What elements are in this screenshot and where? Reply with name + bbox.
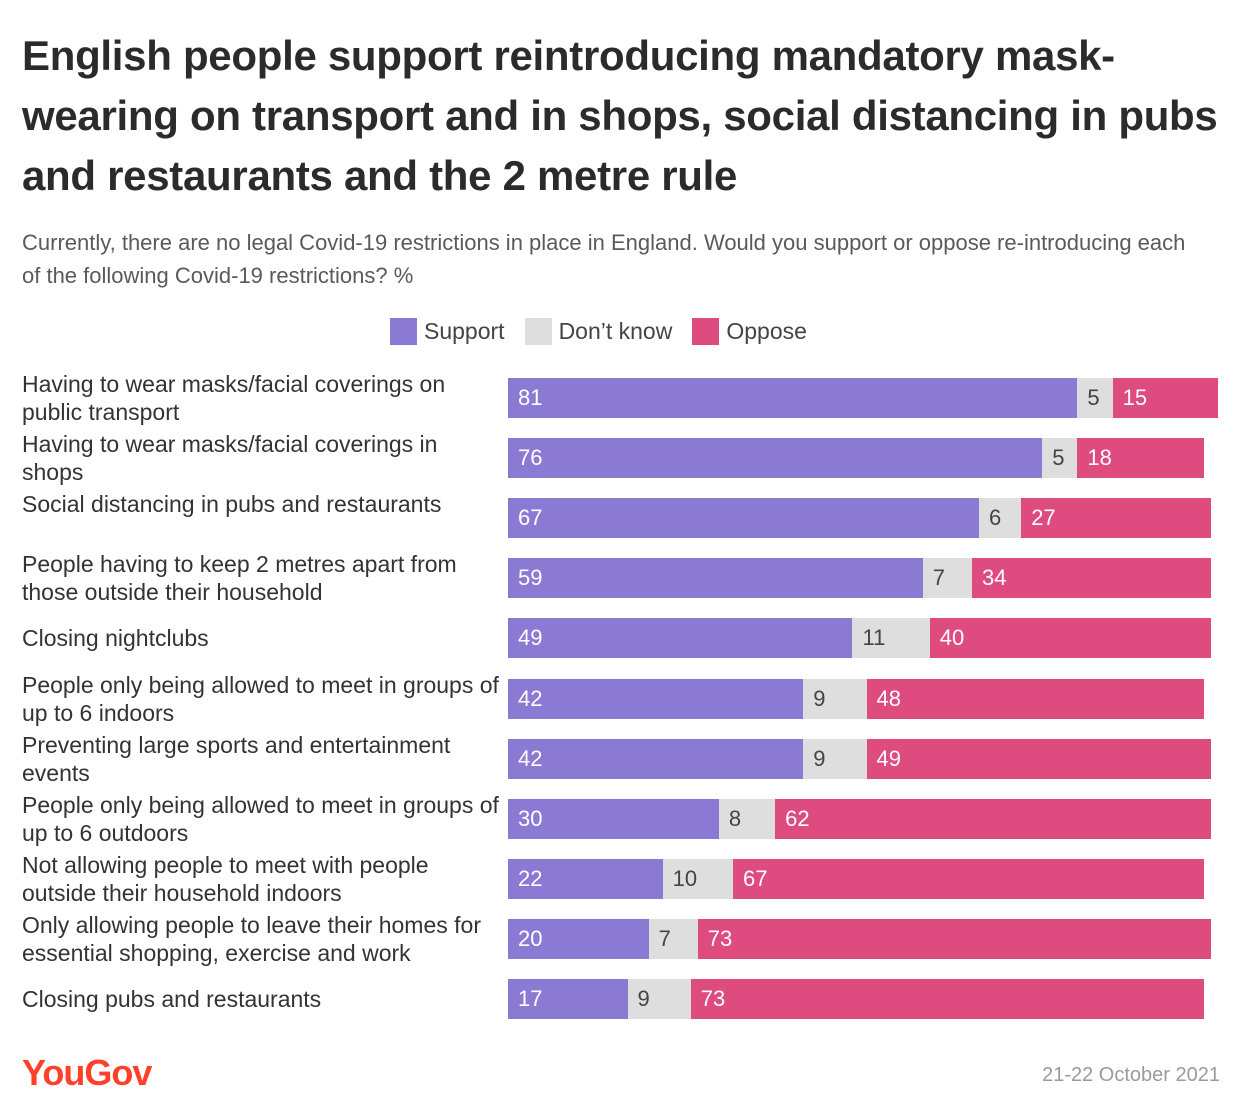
- category-label: People having to keep 2 metres apart fro…: [22, 551, 457, 605]
- data-label: 20: [518, 926, 543, 951]
- data-label: 9: [637, 986, 650, 1011]
- bar-segment[interactable]: [662, 859, 733, 899]
- bar-segment[interactable]: [979, 498, 1022, 538]
- data-label: 5: [1052, 445, 1065, 470]
- data-label: 40: [939, 625, 965, 650]
- yougov-logo[interactable]: YouGov: [22, 1052, 152, 1093]
- bar-segment[interactable]: [508, 558, 923, 598]
- data-label: 34: [981, 565, 1007, 590]
- legend: Support Don’t know Oppose: [390, 316, 827, 346]
- bar-segment[interactable]: [690, 979, 1204, 1019]
- data-label: 9: [813, 746, 826, 771]
- bar-segment[interactable]: [866, 679, 1204, 719]
- data-label: 8: [728, 806, 742, 831]
- bar-segment[interactable]: [508, 859, 663, 899]
- bar-segment[interactable]: [929, 618, 1211, 658]
- data-label: 27: [1031, 505, 1056, 530]
- legend-swatch: [692, 317, 720, 345]
- chart-subtitle: Currently, there are no legal Covid-19 r…: [22, 230, 1186, 288]
- bar-segment[interactable]: [508, 979, 628, 1019]
- bar-segment[interactable]: [508, 799, 719, 839]
- bar-segment[interactable]: [803, 679, 867, 719]
- legend-label: Oppose: [726, 317, 807, 344]
- legend-label: Support: [424, 317, 505, 344]
- bar-segment[interactable]: [971, 558, 1211, 598]
- bar-segment[interactable]: [1112, 378, 1219, 418]
- data-label: 22: [518, 866, 543, 891]
- data-label: 59: [518, 565, 543, 590]
- data-label: 11: [862, 625, 886, 650]
- data-label: 10: [672, 866, 698, 891]
- bar-segment[interactable]: [718, 799, 776, 839]
- category-label: Closing pubs and restaurants: [22, 986, 322, 1012]
- bar-segment[interactable]: [1077, 438, 1204, 478]
- chart-title: English people support reintroducing man…: [22, 32, 1218, 199]
- data-label: 73: [707, 926, 733, 951]
- data-label: 5: [1087, 385, 1100, 410]
- data-label: 42: [518, 746, 543, 771]
- bar-segment[interactable]: [1021, 498, 1211, 538]
- category-label: Not allowing people to meet with people …: [22, 852, 429, 906]
- bar-segment[interactable]: [508, 679, 804, 719]
- data-label: 42: [518, 686, 543, 711]
- legend-item-2: Oppose: [692, 317, 807, 345]
- bar-segment[interactable]: [1077, 378, 1113, 418]
- data-label: 15: [1122, 385, 1148, 410]
- legend-label: Don’t know: [558, 317, 673, 344]
- legend-item-1: Don’t know: [524, 317, 673, 345]
- data-label: 6: [989, 505, 1002, 530]
- bar-segment[interactable]: [697, 919, 1211, 959]
- category-label: Having to wear masks/facial coverings in…: [22, 431, 438, 485]
- category-label: Social distancing in pubs and restaurant…: [22, 491, 442, 517]
- survey-date: 21-22 October 2021: [1042, 1064, 1220, 1086]
- data-label: 62: [785, 806, 810, 831]
- legend-swatch: [390, 317, 417, 345]
- data-label: 49: [518, 625, 543, 650]
- legend-swatch: [524, 317, 552, 345]
- data-label: 30: [518, 806, 543, 831]
- category-label: People only being allowed to meet in gro…: [22, 672, 499, 726]
- bar-segment[interactable]: [508, 438, 1043, 478]
- data-label: 73: [700, 986, 726, 1011]
- data-label: 17: [518, 986, 543, 1011]
- bar-segment[interactable]: [648, 919, 698, 959]
- legend-item-0: Support: [390, 317, 505, 345]
- bar-segment[interactable]: [627, 979, 691, 1019]
- category-label: People only being allowed to meet in gro…: [22, 792, 499, 846]
- bar-segment[interactable]: [508, 618, 853, 658]
- data-label: 81: [518, 385, 543, 410]
- category-label: Only allowing people to leave their home…: [22, 912, 481, 966]
- bar-segment[interactable]: [775, 799, 1211, 839]
- data-label: 49: [876, 746, 901, 771]
- category-label: Having to wear masks/facial coverings on…: [22, 371, 446, 425]
- bar-segment[interactable]: [803, 739, 867, 779]
- data-label: 67: [518, 505, 543, 530]
- data-label: 7: [932, 565, 946, 590]
- bar-segment[interactable]: [922, 558, 972, 598]
- bar-segment[interactable]: [852, 618, 930, 658]
- bar-segment[interactable]: [508, 739, 804, 779]
- bar-segment[interactable]: [508, 498, 979, 538]
- bar-segment[interactable]: [508, 919, 649, 959]
- category-label: Preventing large sports and entertainmen…: [22, 732, 451, 786]
- bar-segment[interactable]: [732, 859, 1204, 899]
- bar-segment[interactable]: [866, 739, 1211, 779]
- bar-segment[interactable]: [508, 378, 1078, 418]
- bar-segment[interactable]: [1042, 438, 1078, 478]
- data-label: 7: [658, 926, 671, 951]
- data-label: 67: [742, 866, 768, 891]
- data-label: 18: [1087, 445, 1112, 470]
- data-label: 76: [518, 445, 543, 470]
- category-label: Closing nightclubs: [22, 625, 209, 651]
- data-label: 9: [813, 686, 826, 711]
- data-label: 48: [876, 686, 901, 711]
